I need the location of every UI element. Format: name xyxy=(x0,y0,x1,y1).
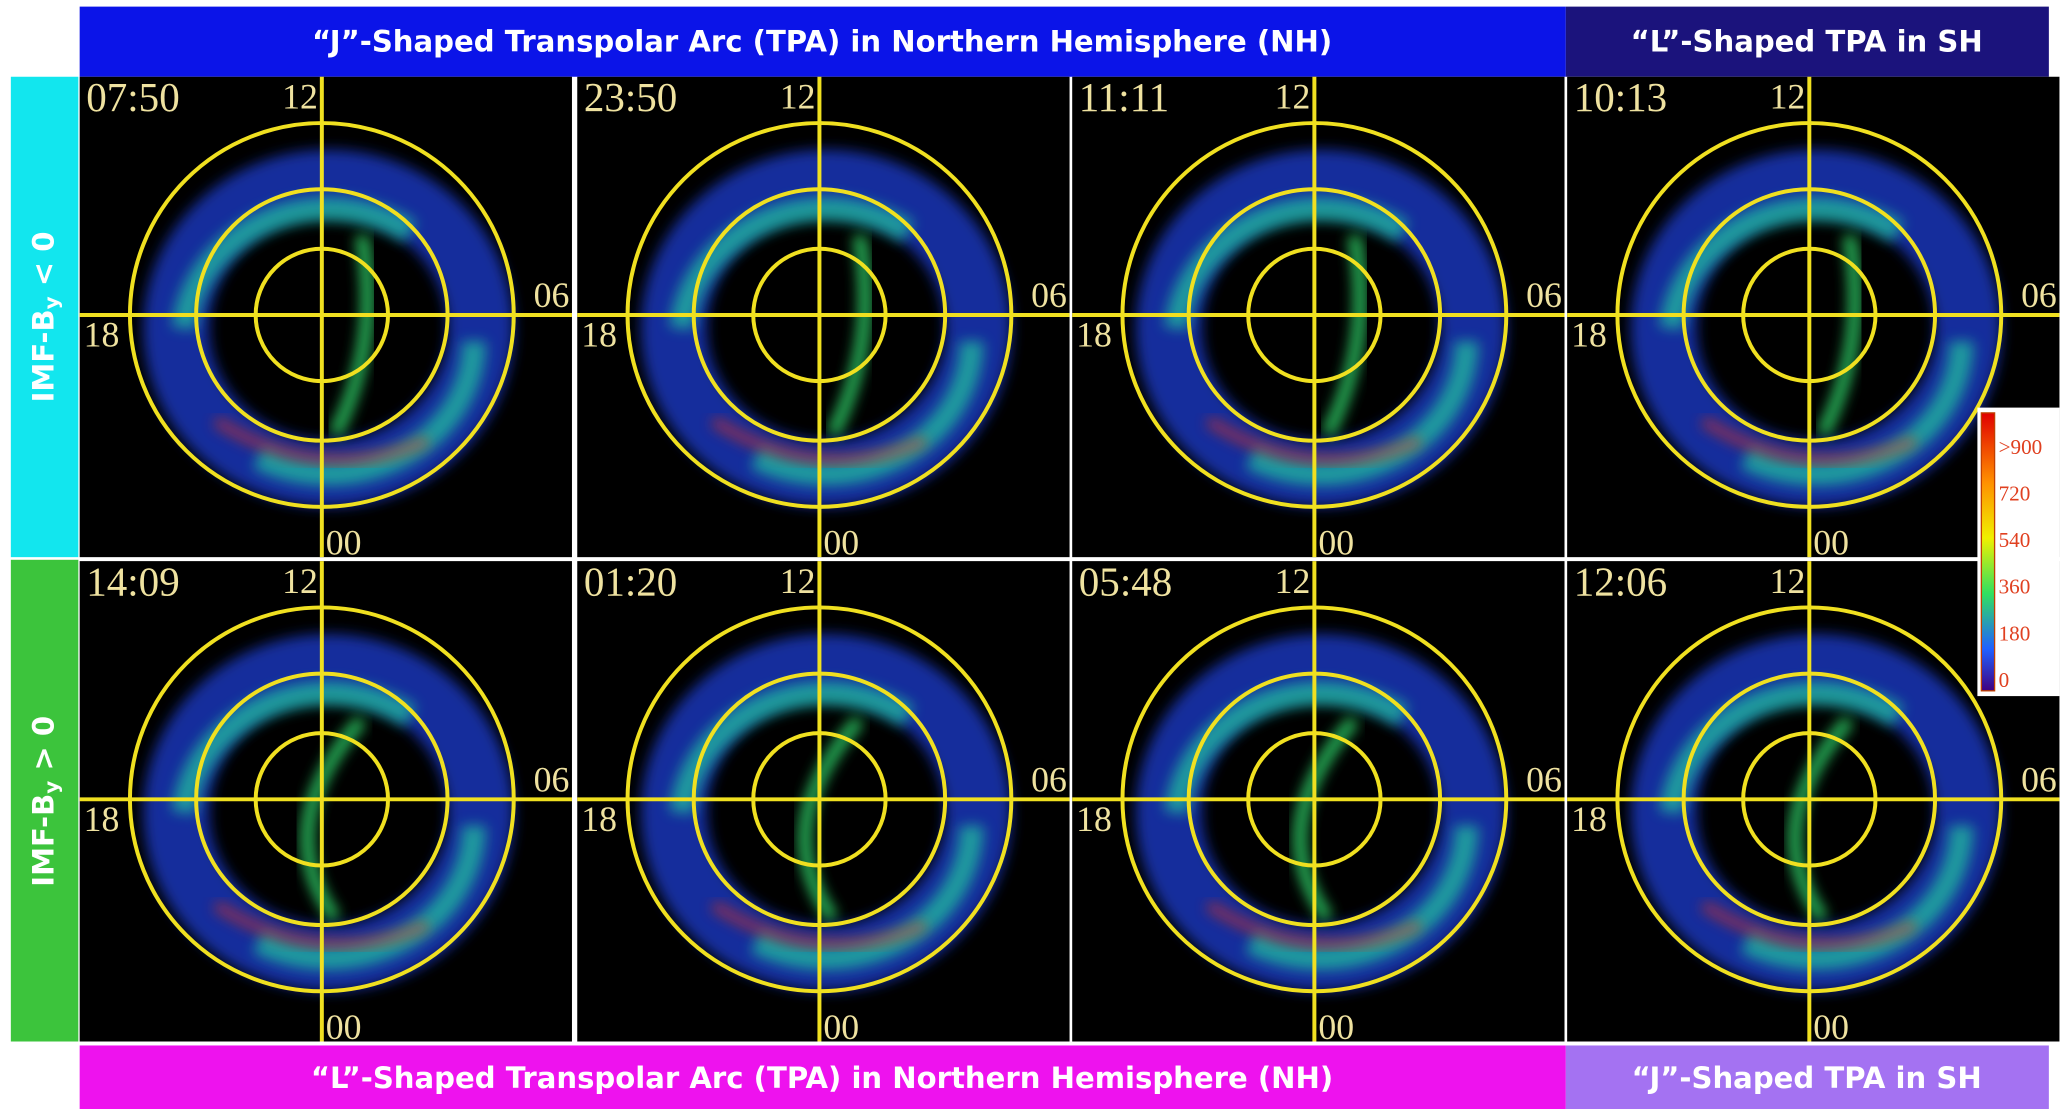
time-label: 05:48 xyxy=(1079,559,1172,605)
top-title-right: “L”-Shaped TPA in SH xyxy=(1631,25,1983,59)
mlt-label: 00 xyxy=(1813,1007,1849,1047)
row-label-rest: > 0 xyxy=(26,716,60,781)
mlt-label: 00 xyxy=(326,1007,362,1047)
aurora-panel: 11:11 12 06 18 00 xyxy=(1072,74,1564,562)
row-label-main: IMF-B xyxy=(26,309,60,402)
mlt-label: 18 xyxy=(1076,315,1112,355)
mlt-label: 18 xyxy=(1076,799,1112,839)
mlt-label: 12 xyxy=(1770,561,1806,601)
aurora-panel: 05:48 12 06 18 00 xyxy=(1072,559,1564,1047)
row-label: IMF-By < 0 xyxy=(26,231,62,402)
mlt-label: 00 xyxy=(1813,523,1849,563)
mlt-label: 18 xyxy=(1571,799,1607,839)
time-label: 07:50 xyxy=(86,74,179,120)
mlt-label: 00 xyxy=(326,523,362,563)
row-label-sub: y xyxy=(39,296,62,309)
time-label: 10:13 xyxy=(1574,74,1667,120)
time-label: 12:06 xyxy=(1574,559,1667,605)
colorbar-label: 540 xyxy=(1999,528,2031,552)
mlt-label: 06 xyxy=(1526,275,1562,315)
row-label: IMF-By > 0 xyxy=(26,716,62,887)
mlt-label: 06 xyxy=(1031,275,1067,315)
mlt-label: 18 xyxy=(581,799,617,839)
mlt-label: 00 xyxy=(823,1007,859,1047)
mlt-label: 12 xyxy=(282,561,318,601)
time-label: 01:20 xyxy=(584,559,677,605)
row-label-main: IMF-B xyxy=(26,794,60,887)
aurora-panel: 01:20 12 06 18 00 xyxy=(577,559,1069,1047)
mlt-label: 18 xyxy=(1571,315,1607,355)
mlt-label: 18 xyxy=(581,315,617,355)
mlt-label: 12 xyxy=(780,77,816,117)
aurora-panel: 23:50 12 06 18 00 xyxy=(577,74,1069,562)
row-label-rest: < 0 xyxy=(26,231,60,296)
aurora-panel: 14:09 12 06 18 00 xyxy=(80,559,572,1047)
mlt-label: 06 xyxy=(534,759,570,799)
time-label: 14:09 xyxy=(86,559,179,605)
mlt-label: 00 xyxy=(1318,523,1354,563)
mlt-label: 00 xyxy=(1318,1007,1354,1047)
colorbar-label: 360 xyxy=(1999,575,2031,599)
mlt-label: 06 xyxy=(534,275,570,315)
mlt-label: 12 xyxy=(1275,77,1311,117)
aurora-panel: 07:50 12 06 18 00 xyxy=(80,74,572,562)
colorbar-label: 720 xyxy=(1999,482,2031,506)
mlt-label: 06 xyxy=(2021,759,2057,799)
mlt-label: 12 xyxy=(282,77,318,117)
mlt-label: 12 xyxy=(1275,561,1311,601)
mlt-label: 12 xyxy=(780,561,816,601)
colorbar-label: 180 xyxy=(1999,621,2031,645)
colorbar-label: 0 xyxy=(1999,668,2010,692)
mlt-label: 00 xyxy=(823,523,859,563)
mlt-label: 12 xyxy=(1770,77,1806,117)
colorbar-ramp xyxy=(1981,413,1994,691)
time-label: 23:50 xyxy=(584,74,677,120)
mlt-label: 06 xyxy=(1031,759,1067,799)
colorbar-label: >900 xyxy=(1999,435,2043,459)
bottom-title: “L”-Shaped Transpolar Arc (TPA) in North… xyxy=(311,1061,1333,1095)
mlt-label: 18 xyxy=(84,315,120,355)
bottom-title-right: “J”-Shaped TPA in SH xyxy=(1632,1061,1982,1095)
colorbar: >900 720 540 360 180 0 xyxy=(1977,408,2059,696)
mlt-label: 06 xyxy=(1526,759,1562,799)
top-title: “J”-Shaped Transpolar Arc (TPA) in North… xyxy=(312,25,1332,59)
figure: “J”-Shaped Transpolar Arc (TPA) in North… xyxy=(0,0,2065,1109)
mlt-label: 18 xyxy=(84,799,120,839)
mlt-label: 06 xyxy=(2021,275,2057,315)
time-label: 11:11 xyxy=(1079,74,1169,120)
row-label-sub: y xyxy=(39,781,62,794)
